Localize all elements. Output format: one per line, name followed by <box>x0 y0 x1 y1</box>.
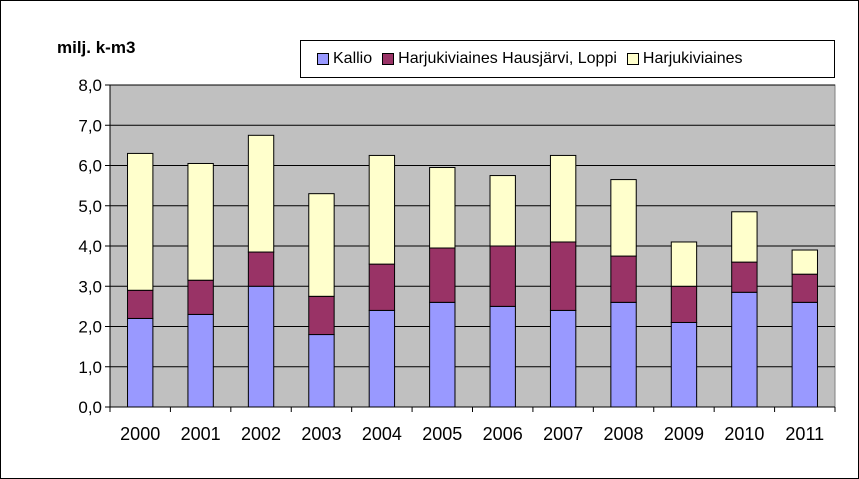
x-tick-label-2009: 2009 <box>664 424 704 444</box>
bar-2008-series-2 <box>610 179 637 257</box>
bar-2005-series-2 <box>429 167 456 249</box>
legend-swatch-harjukiviaines <box>626 53 639 65</box>
legend-label-harjukiviaines: Harjukiviaines <box>642 50 743 67</box>
y-tick-label: 8,0 <box>78 76 102 95</box>
bar-2004-series-2 <box>368 154 396 265</box>
bar-2008-series-0 <box>610 301 637 408</box>
bar-2011-series-2 <box>791 249 818 275</box>
bar-2006-series-1 <box>489 245 516 307</box>
bar-2003-series-2 <box>308 193 335 297</box>
x-tick-label-2000: 2000 <box>120 424 160 444</box>
legend: Kallio Harjukiviaines Hausjärvi, Loppi H… <box>300 40 835 78</box>
bar-2000-series-2 <box>127 152 154 291</box>
bar-2009-series-0 <box>670 321 698 408</box>
x-tick-label-2007: 2007 <box>543 424 583 444</box>
x-tick-label-2006: 2006 <box>483 424 523 444</box>
legend-swatch-kallio <box>317 53 329 65</box>
bar-2009-series-2 <box>670 241 698 287</box>
bar-2009-series-1 <box>670 285 698 323</box>
x-tick-label-2002: 2002 <box>241 424 281 444</box>
bar-2001-series-2 <box>187 162 214 281</box>
legend-item-harjukiviaines-hausjarvi-loppi: Harjukiviaines Hausjärvi, Loppi <box>382 50 617 68</box>
y-tick-label: 2,0 <box>78 318 102 337</box>
bar-2008-series-1 <box>610 255 637 303</box>
bar-2002-series-2 <box>247 134 275 253</box>
x-tick-label-2001: 2001 <box>181 424 221 444</box>
bar-2002-series-0 <box>247 285 275 408</box>
y-tick-label: 7,0 <box>78 116 102 135</box>
x-tick-label-2008: 2008 <box>604 424 644 444</box>
bar-2000-series-1 <box>127 289 154 319</box>
bar-2010-series-0 <box>731 291 758 408</box>
y-axis-title: milj. k-m3 <box>57 38 136 57</box>
y-tick-label: 1,0 <box>78 358 102 377</box>
y-tick-label: 0,0 <box>78 398 102 417</box>
x-tick-label-2005: 2005 <box>422 424 462 444</box>
bar-2007-series-0 <box>549 309 577 408</box>
bar-2002-series-1 <box>247 251 275 287</box>
bar-2000-series-0 <box>127 317 154 408</box>
bar-2006-series-0 <box>489 305 516 408</box>
legend-item-harjukiviaines: Harjukiviaines <box>626 50 743 68</box>
bar-2003-series-0 <box>308 334 335 408</box>
y-tick-label: 5,0 <box>78 197 102 216</box>
legend-swatch-harjukiviaines-hausjarvi-loppi <box>382 53 395 65</box>
x-tick-label-2004: 2004 <box>362 424 402 444</box>
bar-2006-series-2 <box>489 175 516 247</box>
bar-2004-series-1 <box>368 263 396 311</box>
bar-2007-series-1 <box>549 241 577 311</box>
legend-label-harjukiviaines-hausjarvi-loppi: Harjukiviaines Hausjärvi, Loppi <box>398 50 617 67</box>
bar-2005-series-0 <box>429 301 456 408</box>
legend-label-kallio: Kallio <box>333 50 373 67</box>
x-tick-label-2010: 2010 <box>724 424 764 444</box>
bar-2004-series-0 <box>368 309 396 408</box>
bar-2010-series-1 <box>731 261 758 293</box>
y-tick-label: 6,0 <box>78 157 102 176</box>
bar-2011-series-1 <box>791 273 818 303</box>
bar-2003-series-1 <box>308 295 335 336</box>
bar-2001-series-0 <box>187 313 214 408</box>
bar-2007-series-2 <box>549 154 577 243</box>
bar-2005-series-1 <box>429 247 456 303</box>
x-tick-label-2011: 2011 <box>785 424 824 444</box>
y-tick-label: 4,0 <box>78 237 102 256</box>
x-tick-label-2003: 2003 <box>301 424 341 444</box>
bar-2001-series-1 <box>187 279 214 315</box>
legend-item-kallio: Kallio <box>317 50 372 68</box>
y-tick-label: 3,0 <box>78 277 102 296</box>
bar-2011-series-0 <box>791 301 818 408</box>
bar-2010-series-2 <box>731 211 758 263</box>
